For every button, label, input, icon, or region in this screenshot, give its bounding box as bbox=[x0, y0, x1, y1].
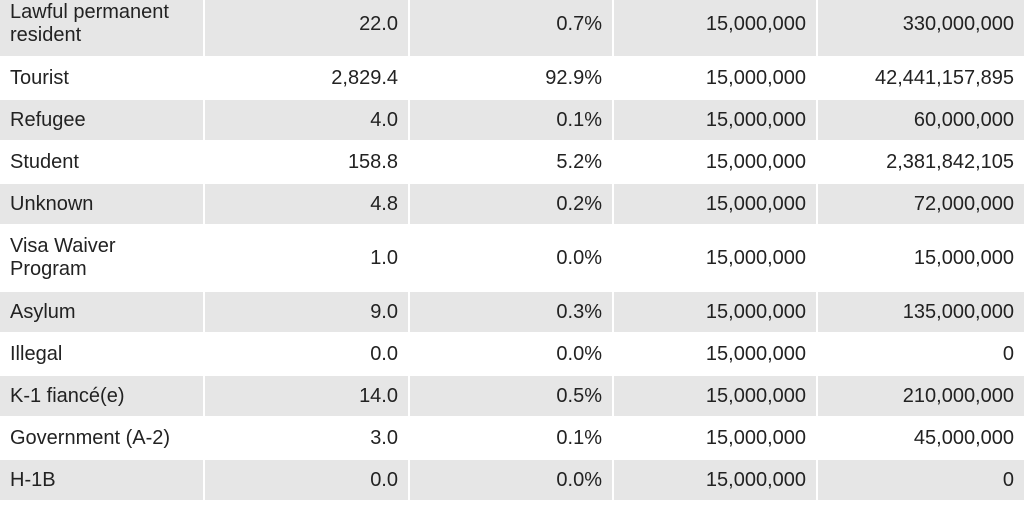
row-label: K-1 fiancé(e) bbox=[0, 376, 203, 416]
table-cell: 92.9% bbox=[410, 58, 612, 98]
table-cell: 0.0% bbox=[410, 226, 612, 290]
table-cell: 4.8 bbox=[205, 184, 408, 224]
table-cell: 2,829.4 bbox=[205, 58, 408, 98]
table-cell: 15,000,000 bbox=[818, 226, 1024, 290]
row-label: Asylum bbox=[0, 292, 203, 332]
table-cell: 158.8 bbox=[205, 142, 408, 182]
row-label: Student bbox=[0, 142, 203, 182]
table-cell: 15,000,000 bbox=[614, 418, 816, 458]
row-label: Illegal bbox=[0, 334, 203, 374]
table-cell: 15,000,000 bbox=[614, 184, 816, 224]
row-label: Visa Waiver Program bbox=[0, 226, 203, 290]
table-cell: 0.1% bbox=[410, 418, 612, 458]
table-cell: 0.3% bbox=[410, 292, 612, 332]
table-cell: 15,000,000 bbox=[614, 376, 816, 416]
table-cell: 15,000,000 bbox=[614, 334, 816, 374]
table-cell: 60,000,000 bbox=[818, 100, 1024, 140]
table-cell: 0.0% bbox=[410, 334, 612, 374]
table-cell: 5.2% bbox=[410, 142, 612, 182]
table-cell: 15,000,000 bbox=[614, 0, 816, 56]
row-label: Government (A-2) bbox=[0, 418, 203, 458]
table-cell: 72,000,000 bbox=[818, 184, 1024, 224]
table-cell: 330,000,000 bbox=[818, 0, 1024, 56]
table-cell: 15,000,000 bbox=[614, 58, 816, 98]
table-cell: 45,000,000 bbox=[818, 418, 1024, 458]
table-cell: 0.0 bbox=[205, 460, 408, 500]
table-cell: 0 bbox=[818, 334, 1024, 374]
row-label: H-1B bbox=[0, 460, 203, 500]
data-table: Lawful permanent resident 22.0 0.7% 15,000,… bbox=[0, 0, 1024, 500]
table-cell: 0.0 bbox=[205, 334, 408, 374]
table-cell: 22.0 bbox=[205, 0, 408, 56]
row-label: Lawful permanent resident bbox=[0, 0, 203, 56]
table-cell: 0.0% bbox=[410, 460, 612, 500]
table-cell: 135,000,000 bbox=[818, 292, 1024, 332]
table-cell: 1.0 bbox=[205, 226, 408, 290]
table-cell: 0 bbox=[818, 460, 1024, 500]
row-label: Refugee bbox=[0, 100, 203, 140]
table-cell: 15,000,000 bbox=[614, 226, 816, 290]
table-cell: 15,000,000 bbox=[614, 142, 816, 182]
table-cell: 0.1% bbox=[410, 100, 612, 140]
table-cell: 210,000,000 bbox=[818, 376, 1024, 416]
table-cell: 3.0 bbox=[205, 418, 408, 458]
table-cell: 15,000,000 bbox=[614, 292, 816, 332]
table-cell: 4.0 bbox=[205, 100, 408, 140]
table-cell: 0.7% bbox=[410, 0, 612, 56]
table-cell: 42,441,157,895 bbox=[818, 58, 1024, 98]
row-label: Unknown bbox=[0, 184, 203, 224]
row-label: Tourist bbox=[0, 58, 203, 98]
table-cell: 0.2% bbox=[410, 184, 612, 224]
table-cell: 15,000,000 bbox=[614, 100, 816, 140]
table-cell: 14.0 bbox=[205, 376, 408, 416]
table-cell: 0.5% bbox=[410, 376, 612, 416]
table-cell: 15,000,000 bbox=[614, 460, 816, 500]
table-cell: 2,381,842,105 bbox=[818, 142, 1024, 182]
table-cell: 9.0 bbox=[205, 292, 408, 332]
